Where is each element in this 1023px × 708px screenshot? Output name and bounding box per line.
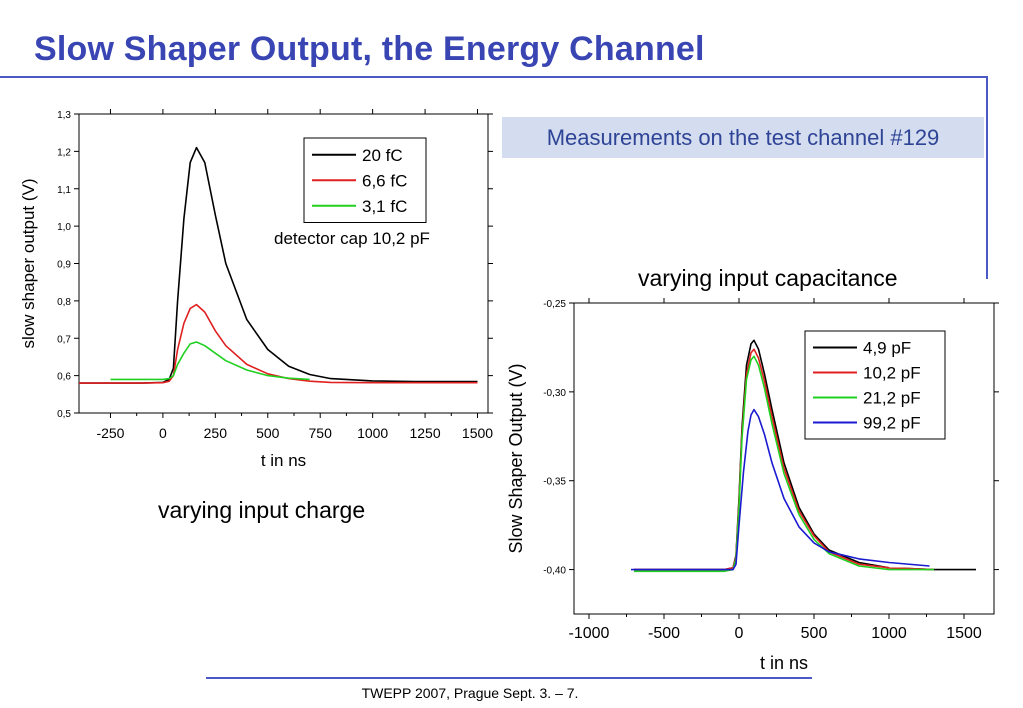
x-axis-label: t in ns <box>760 653 808 673</box>
legend-label: 99,2 pF <box>863 414 921 433</box>
y-tick-label: 0,6 <box>57 372 71 383</box>
charge-chart-caption: varying input charge <box>158 497 366 523</box>
footer-text: TWEPP 2007, Prague Sept. 3. – 7. <box>361 685 579 701</box>
y-tick-label: -0,35 <box>543 477 566 488</box>
y-tick-label: 1,3 <box>57 110 71 121</box>
y-tick-label: -0,30 <box>543 388 566 399</box>
x-tick-label: 1500 <box>946 625 982 642</box>
y-tick-label: 0,9 <box>57 260 71 271</box>
legend-label: 21,2 pF <box>863 389 921 408</box>
x-tick-label: -250 <box>96 425 124 441</box>
series-line <box>79 303 478 384</box>
chart-annotation: detector cap 10,2 pF <box>274 229 430 248</box>
y-tick-label: 0,5 <box>57 409 71 420</box>
x-tick-label: 1000 <box>871 625 907 642</box>
y-tick-label: -0,25 <box>543 299 566 310</box>
y-axis-label: Slow Shaper Output (V) <box>506 363 526 553</box>
x-axis-label: t in ns <box>261 451 306 470</box>
y-tick-label: 1,1 <box>57 185 71 196</box>
y-tick-label: 0,7 <box>57 334 71 345</box>
y-tick-label: 1,0 <box>57 222 71 233</box>
legend-label: 6,6 fC <box>362 171 407 190</box>
series-line <box>631 408 930 571</box>
legend-label: 4,9 pF <box>863 339 911 358</box>
slide-title: Slow Shaper Output, the Energy Channel <box>34 30 705 68</box>
y-tick-label: -0,40 <box>543 566 566 577</box>
right-vertical-line <box>986 76 988 279</box>
x-tick-label: -500 <box>648 625 680 642</box>
x-tick-label: -1000 <box>569 625 610 642</box>
x-tick-label: 1250 <box>409 425 440 441</box>
x-tick-label: 500 <box>801 625 828 642</box>
footer-line <box>206 677 812 679</box>
legend-label: 10,2 pF <box>863 364 921 383</box>
y-axis-label: slow shaper output (V) <box>19 178 38 348</box>
title-underline <box>0 76 988 78</box>
x-tick-label: 250 <box>204 425 228 441</box>
x-tick-label: 0 <box>735 625 744 642</box>
charge-chart: -250 0 250 500 750 1000 1250 1500 0,5 0,6 0,7 0,8 0,… <box>19 109 493 470</box>
measurement-note: Measurements on the test channel #129 <box>502 117 984 158</box>
plot-frame <box>573 302 995 615</box>
series-line <box>110 341 310 381</box>
y-tick-label: 1,2 <box>57 147 71 158</box>
legend-label: 3,1 fC <box>362 197 407 216</box>
x-tick-label: 0 <box>159 425 167 441</box>
x-tick-label: 750 <box>309 425 333 441</box>
legend-label: 20 fC <box>362 146 403 165</box>
x-tick-label: 500 <box>256 425 280 441</box>
x-tick-label: 1500 <box>462 425 493 441</box>
legend-box <box>804 330 946 440</box>
x-tick-label: 1000 <box>357 425 388 441</box>
y-tick-label: 0,8 <box>57 297 71 308</box>
capacitance-chart-caption: varying input capacitance <box>638 265 898 291</box>
